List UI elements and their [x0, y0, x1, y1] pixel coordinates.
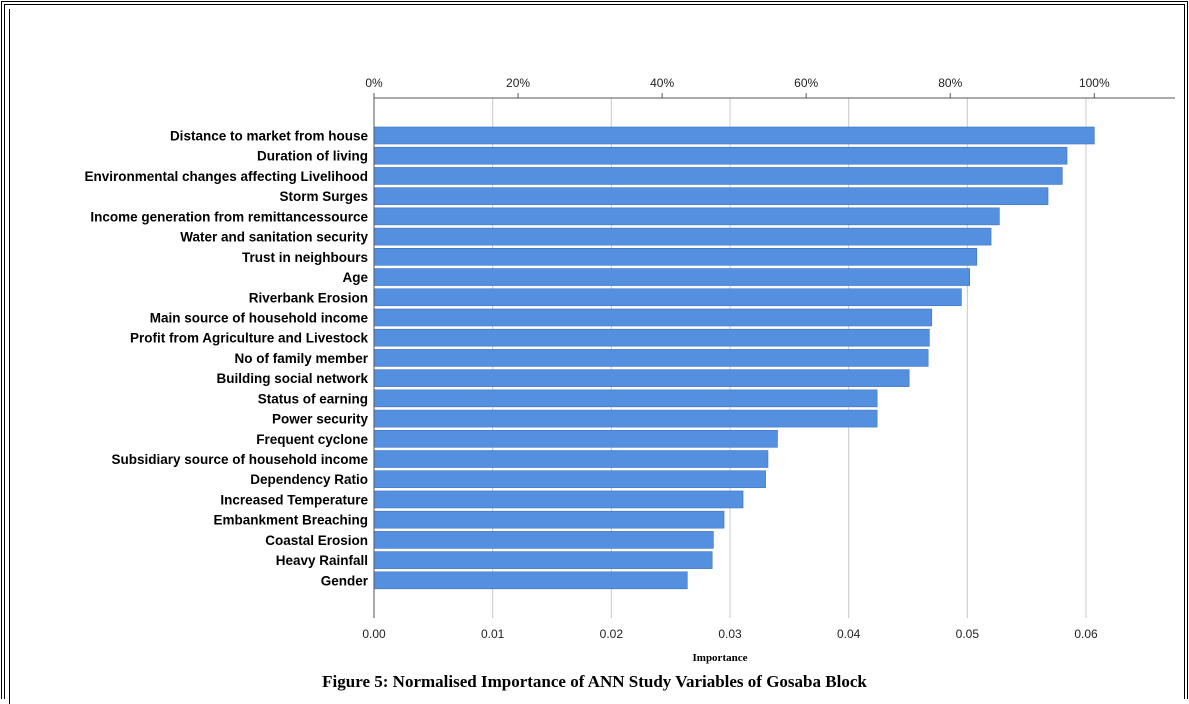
bars — [373, 126, 1095, 590]
bar-18 — [373, 490, 744, 509]
bar-10 — [373, 328, 930, 347]
bar-22 — [373, 571, 688, 590]
category-label-18: Increased Temperature — [220, 492, 368, 507]
bar-7 — [373, 268, 971, 286]
bar-1 — [373, 146, 1068, 165]
category-label-19: Embankment Breaching — [213, 513, 368, 528]
bar-19 — [373, 510, 725, 529]
top-tick-label-0: 0% — [365, 76, 383, 90]
bottom-tick-label-4: 0.04 — [837, 627, 861, 641]
category-label-3: Storm Surges — [279, 189, 368, 204]
bar-12 — [373, 369, 910, 387]
bottom-tick-label-6: 0.06 — [1074, 627, 1098, 641]
bar-16 — [373, 450, 769, 468]
category-label-11: No of family member — [234, 351, 368, 366]
category-label-20: Coastal Erosion — [265, 533, 368, 548]
category-label-13: Status of earning — [258, 391, 368, 406]
category-label-16: Subsidiary source of household income — [111, 452, 368, 467]
category-label-9: Main source of household income — [150, 310, 369, 325]
bottom-tick-label-5: 0.05 — [956, 627, 980, 641]
category-label-6: Trust in neighbours — [242, 250, 368, 265]
bar-3 — [373, 187, 1049, 205]
category-label-0: Distance to market from house — [170, 129, 369, 144]
bar-5 — [373, 227, 992, 246]
category-label-4: Income generation from remittancessource — [90, 209, 368, 224]
category-label-17: Dependency Ratio — [250, 472, 368, 487]
bar-13 — [373, 389, 878, 408]
top-tick-label-1: 20% — [506, 76, 530, 90]
axes — [373, 97, 1175, 618]
bottom-value-ticks: 0.00 0.01 0.02 0.03 0.04 0.05 0.06 — [362, 627, 1098, 641]
top-percent-ticks: 0% 20% 40% 60% 80% 100% — [365, 76, 1110, 98]
top-tick-label-2: 40% — [650, 76, 674, 90]
category-label-14: Power security — [272, 412, 369, 427]
category-label-7: Age — [342, 270, 368, 285]
figure-caption: Figure 5: Normalised Importance of ANN S… — [322, 672, 867, 691]
category-label-1: Duration of living — [257, 149, 368, 164]
bar-6 — [373, 248, 978, 266]
bar-8 — [373, 288, 962, 307]
category-label-15: Frequent cyclone — [256, 432, 368, 447]
top-tick-label-5: 100% — [1079, 76, 1110, 90]
category-label-22: Gender — [321, 573, 369, 588]
bar-14 — [373, 409, 878, 428]
bar-2 — [373, 167, 1063, 185]
category-label-5: Water and sanitation security — [180, 230, 368, 245]
bar-11 — [373, 349, 929, 367]
bottom-tick-label-1: 0.01 — [481, 627, 505, 641]
bar-9 — [373, 308, 933, 327]
bar-20 — [373, 531, 714, 549]
bottom-tick-label-0: 0.00 — [362, 627, 386, 641]
figure-inner-border — [9, 9, 10, 704]
top-tick-label-4: 80% — [938, 76, 962, 90]
category-label-10: Profit from Agriculture and Livestock — [130, 331, 369, 346]
bar-21 — [373, 551, 713, 569]
top-tick-label-3: 60% — [794, 76, 818, 90]
category-label-8: Riverbank Erosion — [249, 290, 368, 305]
bottom-tick-label-2: 0.02 — [600, 627, 624, 641]
bar-4 — [373, 207, 1000, 226]
category-label-21: Heavy Rainfall — [276, 553, 368, 568]
bar-0 — [373, 126, 1095, 145]
bar-15 — [373, 429, 778, 448]
bottom-tick-label-3: 0.03 — [718, 627, 742, 641]
bar-17 — [373, 470, 766, 489]
category-label-12: Building social network — [216, 371, 368, 386]
x-axis-title: Importance — [693, 652, 748, 664]
category-labels: Distance to market from house Duration of… — [84, 129, 368, 589]
category-label-2: Environmental changes affecting Liveliho… — [84, 169, 368, 184]
